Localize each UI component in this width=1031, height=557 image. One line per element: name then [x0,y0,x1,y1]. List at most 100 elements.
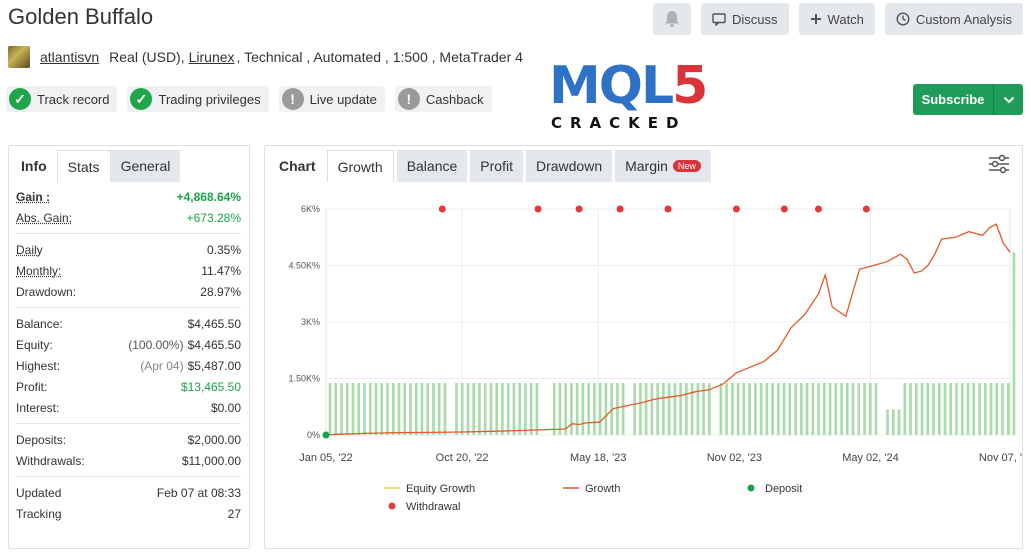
divider [16,233,241,234]
stat-value: $2,000.00 [187,432,241,447]
trading-privileges-label: Trading privileges [158,91,261,107]
activity-bar [673,383,677,435]
activity-bar [771,383,774,435]
stat-balance: Balance: $4,465.50 [16,313,241,334]
tab-chart[interactable]: Chart [279,158,316,174]
tab-drawdown[interactable]: Drawdown [525,150,613,182]
legend-deposit-swatch [747,484,755,492]
activity-bar [587,383,590,435]
activity-bar [811,383,815,435]
x-tick-label: Jan 05, '22 [299,452,352,464]
notification-button[interactable] [653,3,692,35]
discuss-label: Discuss [732,11,778,27]
withdrawal-point [862,205,870,213]
legend-growth-label: Growth [585,483,620,495]
activity-bar [897,409,901,435]
stat-label[interactable]: Monthly: [16,263,62,278]
stat-label[interactable]: Gain : [16,189,51,204]
activity-bar [943,383,947,435]
status-badges: ✓ Track record ✓ Trading privileges ! Li… [6,86,492,112]
tab-general[interactable]: General [110,150,181,182]
tab-growth[interactable]: Growth [326,150,394,182]
legend-withdrawal-label: Withdrawal [406,501,460,513]
activity-bar [995,383,999,435]
activity-bar [731,383,734,435]
custom-analysis-button[interactable]: Custom Analysis [884,3,1023,35]
activity-bar [1001,383,1004,435]
tab-stats[interactable]: Stats [56,150,111,182]
discuss-button[interactable]: Discuss [701,3,789,35]
activity-bar [696,383,700,435]
broker-link[interactable]: Lirunex [188,49,235,65]
activity-bar [535,383,539,435]
activity-bar [1012,252,1016,435]
activity-bar [495,383,498,435]
activity-bar [621,383,625,435]
logo-five: 5 [672,56,708,116]
stat-monthly: Monthly: 11.47% [16,260,241,281]
stat-subvalue: (100.00%) [128,337,184,352]
activity-bar [679,383,682,435]
activity-bar [610,383,613,435]
author-link[interactable]: atlantisvn [40,49,100,65]
activity-bar [455,383,458,435]
tab-info[interactable]: Info [21,158,47,174]
stat-label[interactable]: Daily [16,242,43,257]
activity-bar [817,383,820,435]
stat-subvalue: (Apr 04) [140,358,184,373]
stat-label: Equity: [16,337,53,352]
stat-value: $11,000.00 [181,453,241,468]
clock-icon [896,12,910,26]
watch-button[interactable]: Watch [798,3,875,35]
x-tick-label: May 18, '23 [570,452,627,464]
tab-balance[interactable]: Balance [396,150,468,182]
activity-bar [782,383,786,435]
activity-bar [966,383,970,435]
tab-margin[interactable]: Margin New [615,150,711,182]
withdrawal-point [814,205,822,213]
activity-bar [524,383,527,435]
activity-bar [886,409,889,435]
deposit-point [322,431,330,439]
activity-bar [409,383,412,435]
exclamation-icon: ! [397,88,420,110]
stat-abs-gain: Abs. Gain: +673.28% [16,207,241,228]
activity-bar [748,383,751,435]
activity-bar [639,383,642,435]
activity-bar [386,383,389,435]
account-details: , Technical , Automated , 1:500 , MetaTr… [236,49,523,65]
activity-bar [414,383,418,435]
stat-label[interactable]: Abs. Gain: [16,210,73,225]
subscribe-dropdown[interactable] [993,84,1023,115]
activity-bar [633,383,636,435]
activity-bar [840,383,843,435]
chart-panel: Chart Growth Balance Profit Drawdown Mar… [264,145,1023,549]
stat-label: Tracking [16,506,62,521]
subscribe-button[interactable]: Subscribe [913,84,1023,115]
stat-value: 28.97% [200,284,241,299]
chart-settings-button[interactable] [988,154,1010,177]
activity-bar [334,383,338,435]
activity-bar [616,383,619,435]
legend-equity-growth-label: Equity Growth [406,483,475,495]
activity-bar [805,383,809,435]
activity-bar [834,383,838,435]
stat-gain: Gain : +4,868.64% [16,186,241,207]
activity-bar [903,383,907,435]
stat-label: Withdrawals: [16,453,85,468]
activity-bar [391,383,395,435]
activity-bar [725,383,728,435]
mql5-cracked-logo: MQL5 CRACKED [549,60,708,134]
activity-bar [443,383,447,435]
activity-bar [374,383,378,435]
withdrawal-point [575,205,583,213]
stat-value: Feb 07 at 08:33 [156,485,241,500]
y-tick-label: 6K% [301,204,320,214]
activity-bar [1006,383,1010,435]
activity-bar [340,383,343,435]
activity-bar [914,383,918,435]
activity-bar [478,383,481,435]
tab-profit[interactable]: Profit [470,150,523,182]
stat-withdrawals: Withdrawals: $11,000.00 [16,450,241,471]
author-avatar[interactable] [8,46,30,68]
